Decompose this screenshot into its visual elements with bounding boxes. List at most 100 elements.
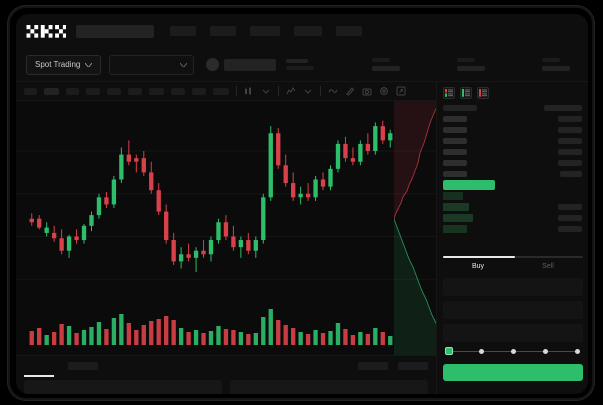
stat-label: [541, 58, 560, 62]
pair-name-label: [224, 58, 277, 71]
interval-button-1m[interactable]: [24, 87, 37, 95]
orderbook-price-header: [443, 105, 477, 111]
order-total-field[interactable]: [443, 324, 583, 342]
tab-track: [443, 256, 583, 258]
stat-label: [456, 58, 475, 62]
slider-stop-25[interactable]: [479, 348, 484, 354]
market-depth-chart: [394, 101, 436, 355]
slider-stop-100[interactable]: [575, 348, 580, 354]
chevron-down-icon: [180, 62, 188, 67]
nav-item-markets[interactable]: [170, 26, 196, 36]
amount-percent-slider[interactable]: [445, 347, 581, 356]
pair-selector-dropdown[interactable]: [109, 54, 195, 75]
bottom-tab-order-history[interactable]: [68, 362, 98, 370]
stat-label: [371, 58, 390, 62]
orderbook-ask-row[interactable]: [443, 158, 582, 168]
coin-avatar-icon: [206, 58, 220, 71]
orders-tabs: [24, 362, 98, 377]
orderbook-display-modes: [437, 82, 588, 103]
top-navigation-bar: [16, 14, 588, 48]
interval-button-4h[interactable]: [128, 87, 142, 95]
app-screen: Spot Trading: [16, 14, 588, 394]
settings-gear-icon[interactable]: [379, 86, 389, 96]
stat-24h-low: [439, 58, 485, 71]
orderbook-mode-asks-icon[interactable]: [477, 87, 489, 99]
orderbook-mode-bids-icon[interactable]: [460, 87, 472, 99]
interval-button-1h[interactable]: [107, 87, 121, 95]
orderbook-last-price: [443, 180, 495, 190]
ticker-bar: Spot Trading: [16, 48, 588, 82]
last-price-value: [286, 59, 309, 63]
price-summary: [286, 59, 315, 70]
toolbar-divider: [320, 86, 321, 96]
orders-actions: [358, 362, 428, 370]
orderbook-bid-row[interactable]: [443, 213, 582, 223]
order-price-field[interactable]: [443, 278, 583, 296]
orderbook-mode-both-icon[interactable]: [443, 87, 455, 99]
order-entry-form: [443, 278, 583, 347]
interval-button-1d[interactable]: [149, 87, 164, 95]
price-chart[interactable]: [16, 101, 436, 355]
chart-toolbar: [16, 82, 436, 101]
spot-trading-dropdown[interactable]: Spot Trading: [26, 54, 102, 75]
stat-value: [541, 66, 570, 71]
slider-stop-50[interactable]: [511, 348, 516, 354]
snapshot-camera-icon[interactable]: [362, 86, 372, 96]
orderbook-bid-row[interactable]: [443, 224, 582, 234]
orderbook-rows: [437, 114, 588, 234]
interval-button-more[interactable]: [213, 87, 229, 95]
stat-24h-high: [354, 58, 400, 71]
toolbar-divider: [278, 86, 279, 96]
indicators-chevron-down-icon[interactable]: [303, 86, 313, 96]
candlestick-chart[interactable]: [16, 101, 436, 355]
bottom-action-2[interactable]: [398, 362, 428, 370]
slider-handle[interactable]: [445, 347, 453, 355]
stat-value: [456, 66, 485, 71]
orderbook-ask-row[interactable]: [443, 114, 582, 124]
okx-logo-icon[interactable]: [26, 24, 66, 38]
search-input[interactable]: [76, 24, 154, 38]
interval-button-1M[interactable]: [192, 87, 206, 95]
spot-trading-label: Spot Trading: [35, 60, 81, 69]
tab-sell[interactable]: Sell: [542, 263, 554, 270]
device-frame: Spot Trading: [8, 6, 594, 400]
nav-item-more[interactable]: [336, 26, 362, 36]
orderbook-ask-row[interactable]: [443, 147, 582, 157]
fullscreen-expand-icon[interactable]: [396, 86, 406, 96]
orderbook-bid-row[interactable]: [443, 191, 582, 201]
tab-label: [68, 362, 98, 370]
chevron-down-icon: [85, 62, 93, 67]
bottom-card-right[interactable]: [230, 380, 428, 394]
bottom-tab-open-orders[interactable]: [24, 362, 54, 377]
active-tab-underline: [24, 375, 54, 377]
place-buy-order-button[interactable]: [443, 364, 583, 381]
orderbook-ask-row[interactable]: [443, 136, 582, 146]
orderbook-trade-panel: Buy Sell: [436, 82, 588, 394]
bottom-card-left[interactable]: [24, 380, 222, 394]
candlestick-type-icon[interactable]: [244, 86, 254, 96]
nav-item-earn[interactable]: [294, 26, 322, 36]
pencil-draw-icon[interactable]: [345, 86, 355, 96]
bottom-action-1[interactable]: [358, 362, 388, 370]
nav-item-derivatives[interactable]: [250, 26, 280, 36]
interval-button-1w[interactable]: [171, 87, 185, 95]
interval-button-30m[interactable]: [86, 87, 100, 95]
tab-buy[interactable]: Buy: [471, 263, 485, 270]
nav-item-trade[interactable]: [210, 26, 236, 36]
order-amount-field[interactable]: [443, 301, 583, 319]
line-wave-tool-icon[interactable]: [328, 86, 338, 96]
orderbook-ask-row[interactable]: [443, 125, 582, 135]
orderbook-bid-row[interactable]: [443, 202, 582, 212]
indicators-icon[interactable]: [286, 86, 296, 96]
slider-stop-75[interactable]: [543, 348, 548, 354]
orderbook-ask-row[interactable]: [443, 169, 582, 179]
buy-sell-tabs: Buy Sell: [443, 256, 583, 270]
interval-button-5m[interactable]: [44, 87, 59, 95]
orders-card-row: [24, 380, 428, 394]
toolbar-divider: [236, 86, 237, 96]
chart-type-chevron-down-icon[interactable]: [261, 86, 271, 96]
interval-button-15m[interactable]: [66, 87, 79, 95]
orderbook-amount-header: [544, 105, 582, 111]
stat-value: [371, 66, 400, 71]
price-change-value: [286, 66, 315, 70]
